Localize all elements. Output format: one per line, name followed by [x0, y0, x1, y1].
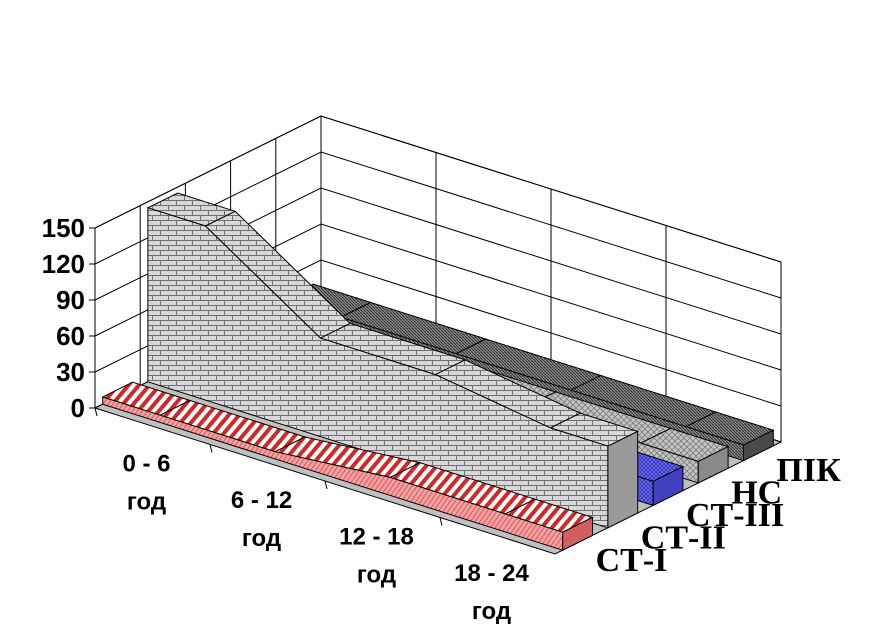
x-tick-label-line: год [472, 598, 511, 625]
x-tick-mark [209, 444, 213, 453]
series-end-face [607, 430, 639, 529]
x-tick-mark [324, 480, 328, 490]
series-end-face [562, 516, 593, 552]
series-end-face [652, 465, 684, 507]
x-tick-label: 0 - 6 год [122, 450, 170, 515]
series-layer [101, 192, 775, 552]
series-label: СТ-ІІ [641, 519, 726, 556]
x-tick-label-line: год [357, 561, 396, 588]
y-tick-label: 60 [56, 321, 85, 351]
series-1 [101, 381, 594, 552]
y-tick-label: 0 [71, 393, 85, 423]
series-label: ПІК [776, 452, 841, 489]
series-end-face [697, 445, 729, 484]
x-tick-label-line: год [127, 488, 166, 515]
x-tick-mark [94, 407, 98, 417]
x-tick-label-line: 0 - 6 [122, 450, 170, 477]
x-tick-label-line: 12 - 18 [339, 523, 414, 550]
axes-layer: 0 30 60 90 120 150 0 - 6 год 6 - 12 год 12 - 18 год… [42, 213, 841, 625]
series-label: СТ-ІІІ [686, 497, 784, 534]
series-label: НС [731, 475, 782, 512]
series-2 [146, 192, 640, 529]
y-tick-label: 150 [42, 213, 85, 243]
x-tick-label: 12 - 18 год [339, 523, 414, 588]
x-tick-label: 6 - 12 год [231, 487, 292, 552]
y-tick-label: 120 [42, 249, 85, 279]
series-end-face [743, 429, 774, 462]
y-tick-label: 90 [56, 285, 85, 315]
y-tick-label: 30 [56, 357, 85, 387]
x-tick-mark [439, 517, 443, 526]
x-tick-label-line: 6 - 12 [231, 487, 292, 514]
series-label: СТ-І [596, 542, 668, 579]
x-tick-label-line: год [242, 525, 281, 552]
x-tick-label-line: 18 - 24 [454, 560, 529, 587]
gridline [94, 115, 782, 263]
x-tick-label: 18 - 24 год [454, 560, 529, 625]
